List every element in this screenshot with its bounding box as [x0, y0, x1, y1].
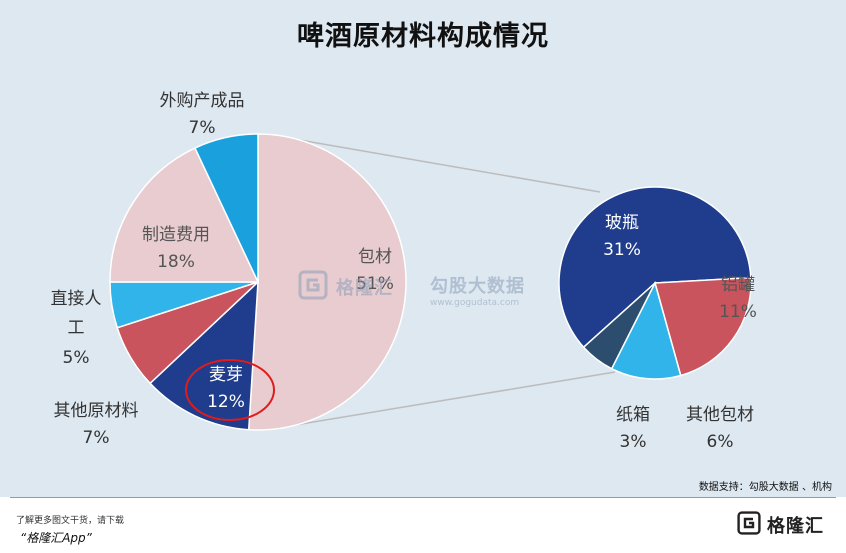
main-pie-slice-4: [109, 147, 260, 283]
packaging-pie-glass-value: 31%: [603, 240, 641, 260]
watermark-gogudata: 勾股大数据 www.gogudata.com: [430, 272, 525, 308]
connector-lines: [264, 133, 616, 431]
footer-note: 了解更多图文干货，请下载: [16, 516, 125, 526]
main-pie-malt-value: 12%: [207, 392, 245, 412]
packaging-pie-slice-1: [654, 276, 752, 377]
main-pie-labor-label-cont: 工: [68, 318, 85, 338]
main-pie-other-raw-value: 7%: [83, 428, 110, 448]
packaging-pie-other-label: 其他包材: [686, 405, 754, 425]
chart-title: 啤酒原材料构成情况: [297, 21, 549, 52]
packaging-pie-carton-label: 纸箱: [616, 405, 650, 425]
packaging-pie-glass-label: 玻瓶: [605, 213, 639, 233]
packaging-pie-slice-3: [582, 282, 656, 370]
main-pie-labor-value: 5%: [63, 348, 90, 368]
watermark-brand-name: 格隆汇: [336, 278, 393, 299]
connector-line-0: [264, 133, 601, 193]
footer-logo-text: 格隆汇: [767, 516, 824, 537]
packaging-pie: [558, 186, 752, 380]
main-pie-packaging-label: 包材: [358, 247, 392, 267]
connector-line-1: [264, 371, 616, 431]
main-pie-malt-label: 麦芽: [209, 365, 243, 385]
footer: 了解更多图文干货，请下载 “格隆汇App” 格隆汇: [0, 497, 846, 553]
packaging-pie-carton-value: 3%: [620, 432, 647, 452]
main-pie-manufacturing-label: 制造费用: [142, 225, 210, 245]
main-pie-labor-label: 直接人: [51, 289, 102, 309]
watermark-gogudata-name: 勾股大数据: [430, 276, 525, 297]
packaging-pie-slice-2: [610, 280, 682, 380]
main-pie-purchased-value: 7%: [189, 118, 216, 138]
watermark-gogudata-url: www.gogudata.com: [430, 298, 520, 308]
packaging-pie-other-value: 6%: [707, 432, 734, 452]
highlight-circle: [185, 359, 275, 421]
data-source: 数据支持：勾股大数据 、机构: [698, 482, 832, 493]
footer-app-name: “格隆汇App”: [20, 531, 92, 545]
gelonghui-logo-icon: [298, 270, 328, 304]
main-pie-manufacturing-value: 18%: [157, 252, 195, 272]
packaging-pie-slice-0: [558, 186, 752, 349]
footer-divider: [10, 497, 836, 498]
chart-card: 包材 51% 麦芽 12% 其他原材料 7% 直接人工 5% 制造费用 18% 外购产成品 7% 玻瓶 3…: [0, 0, 846, 497]
main-pie-slice-5: [193, 133, 259, 283]
main-pie-packaging-value: 51%: [356, 274, 394, 294]
footer-logo: 格隆汇: [737, 511, 824, 539]
packaging-pie-can-value: 11%: [719, 302, 757, 322]
main-pie-purchased-label: 外购产成品: [160, 91, 245, 111]
main-pie-slice-1: [149, 280, 259, 431]
gelonghui-logo-icon: [737, 511, 761, 539]
main-pie-other-raw-label: 其他原材料: [54, 401, 139, 421]
watermark-brand: 格隆汇: [298, 270, 393, 304]
packaging-pie-can-label: 铝罐: [721, 275, 755, 295]
